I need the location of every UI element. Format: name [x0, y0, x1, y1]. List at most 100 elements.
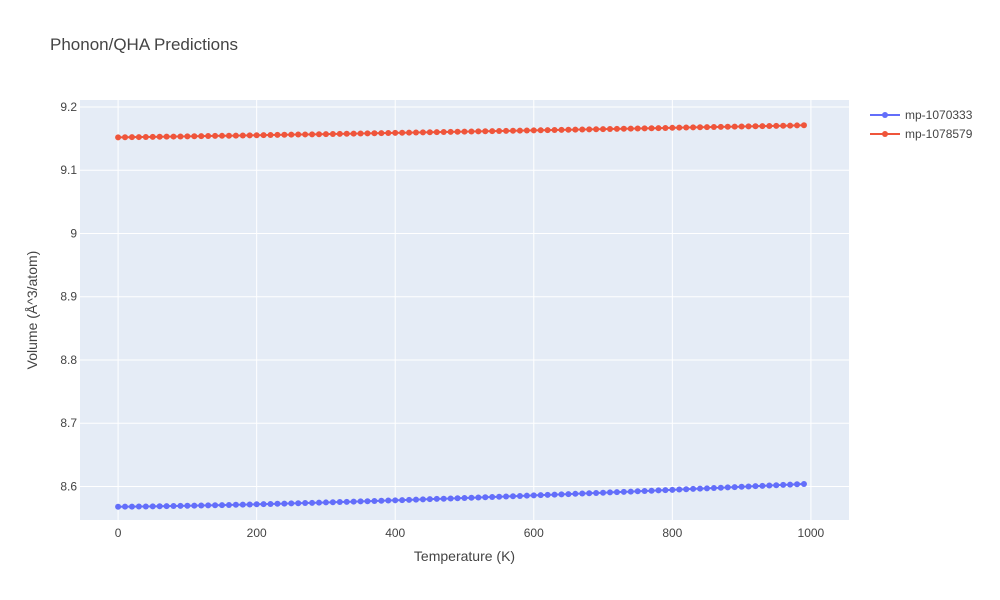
- data-point: [322, 499, 329, 506]
- legend-marker: [882, 131, 888, 137]
- legend[interactable]: mp-1070333 mp-1078579: [870, 108, 973, 141]
- data-point: [184, 502, 191, 509]
- data-point: [586, 126, 593, 133]
- data-point: [357, 498, 364, 505]
- data-point: [288, 500, 295, 507]
- data-point: [620, 125, 627, 132]
- data-point: [690, 485, 697, 492]
- data-point: [717, 123, 724, 130]
- data-point: [413, 129, 420, 136]
- data-point: [794, 122, 801, 129]
- data-point: [170, 503, 177, 510]
- data-point: [392, 129, 399, 136]
- data-point: [759, 123, 766, 130]
- y-tick-label: 9.1: [60, 163, 77, 177]
- data-point: [128, 134, 135, 141]
- data-point: [752, 123, 759, 130]
- data-point: [537, 127, 544, 134]
- data-point: [461, 494, 468, 501]
- data-point: [780, 481, 787, 488]
- data-point: [489, 128, 496, 135]
- data-point: [669, 124, 676, 131]
- y-tick-label: 9.2: [60, 100, 77, 114]
- data-point: [378, 130, 385, 137]
- data-point: [378, 497, 385, 504]
- data-point: [302, 500, 309, 507]
- chart-title: Phonon/QHA Predictions: [50, 35, 238, 54]
- data-point: [122, 503, 129, 510]
- data-point: [655, 487, 662, 494]
- data-point: [343, 130, 350, 137]
- data-point: [523, 127, 530, 134]
- legend-label: mp-1070333: [905, 108, 973, 122]
- series-line: [118, 482, 805, 508]
- data-point: [759, 482, 766, 489]
- data-point: [336, 130, 343, 137]
- data-point: [475, 494, 482, 501]
- data-point: [683, 486, 690, 493]
- data-point: [752, 483, 759, 490]
- data-point: [128, 503, 135, 510]
- data-point: [274, 131, 281, 138]
- data-point: [357, 130, 364, 137]
- data-point: [385, 497, 392, 504]
- data-point: [620, 488, 627, 495]
- data-point: [191, 133, 198, 140]
- data-point: [703, 485, 710, 492]
- data-point: [309, 131, 316, 138]
- data-point: [149, 503, 156, 510]
- data-point: [371, 130, 378, 137]
- data-point: [329, 499, 336, 506]
- data-point: [309, 499, 316, 506]
- data-point: [343, 498, 350, 505]
- data-point: [135, 503, 142, 510]
- data-point: [489, 493, 496, 500]
- data-point: [496, 493, 503, 500]
- data-point: [572, 126, 579, 133]
- data-point: [724, 484, 731, 491]
- data-point: [447, 495, 454, 502]
- data-point: [184, 133, 191, 140]
- data-point: [565, 491, 572, 498]
- data-point: [766, 482, 773, 489]
- data-point: [613, 125, 620, 132]
- data-point: [177, 133, 184, 140]
- legend-label: mp-1078579: [905, 127, 973, 141]
- x-tick-label: 600: [524, 526, 544, 540]
- data-point: [406, 496, 413, 503]
- data-point: [794, 481, 801, 488]
- data-point: [260, 501, 267, 508]
- data-point: [731, 484, 738, 491]
- data-point: [676, 124, 683, 131]
- data-point: [156, 503, 163, 510]
- data-point: [433, 495, 440, 502]
- legend-item[interactable]: mp-1078579: [870, 127, 973, 141]
- data-point: [212, 502, 219, 509]
- y-tick-label: 8.7: [60, 416, 77, 430]
- data-point: [413, 496, 420, 503]
- data-point: [399, 129, 406, 136]
- data-point: [406, 129, 413, 136]
- data-point: [475, 128, 482, 135]
- data-point: [627, 488, 634, 495]
- data-point: [627, 125, 634, 132]
- data-point: [773, 482, 780, 489]
- x-tick-label: 1000: [798, 526, 825, 540]
- data-point: [710, 485, 717, 492]
- data-point: [544, 127, 551, 134]
- data-point: [288, 131, 295, 138]
- y-tick-label: 8.6: [60, 479, 77, 493]
- data-point: [773, 122, 780, 129]
- x-axis-title: Temperature (K): [414, 548, 515, 564]
- data-point: [593, 126, 600, 133]
- data-point: [419, 496, 426, 503]
- data-point: [717, 484, 724, 491]
- data-point: [648, 487, 655, 494]
- data-point: [468, 494, 475, 501]
- data-point: [135, 134, 142, 141]
- data-point: [295, 131, 302, 138]
- data-point: [509, 127, 516, 134]
- data-point: [516, 492, 523, 499]
- legend-item[interactable]: mp-1070333: [870, 108, 973, 122]
